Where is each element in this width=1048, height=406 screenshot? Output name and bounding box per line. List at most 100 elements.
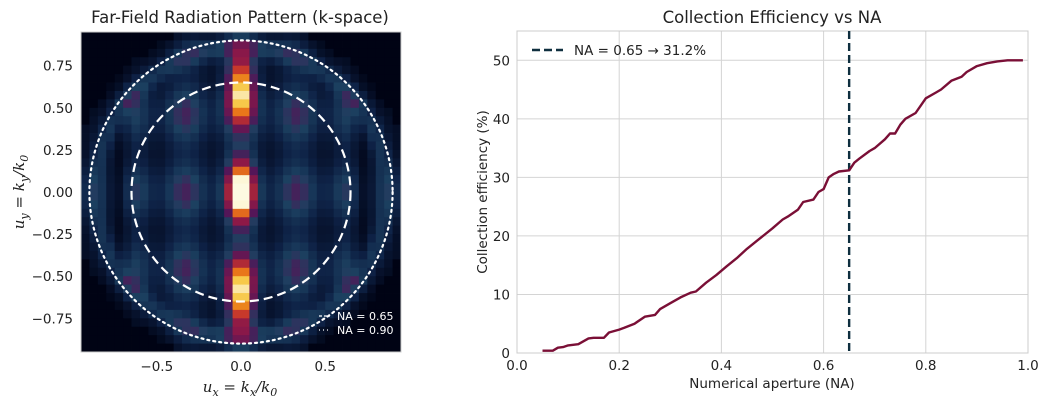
heatmap-cell bbox=[299, 65, 309, 75]
line-x-tick-label: 0.6 bbox=[813, 358, 834, 374]
heatmap-cell bbox=[198, 192, 208, 201]
heatmap-cell bbox=[106, 90, 116, 100]
heatmap-cell bbox=[89, 133, 99, 142]
heatmap-cell bbox=[215, 158, 225, 168]
legend-label-na090: NA = 0.90 bbox=[337, 324, 393, 337]
heatmap-cell bbox=[283, 293, 292, 302]
heatmap-cell bbox=[198, 166, 208, 176]
heatmap-cell bbox=[123, 225, 132, 235]
heatmap-cell bbox=[367, 90, 377, 100]
heatmap-cell bbox=[266, 217, 276, 227]
heatmap-cell bbox=[123, 217, 132, 227]
heatmap-cell bbox=[342, 149, 351, 159]
heatmap-cell bbox=[367, 234, 377, 243]
heatmap-cell bbox=[375, 124, 385, 134]
heatmap-cell bbox=[156, 225, 166, 235]
heatmap-cell bbox=[207, 48, 217, 58]
heatmap-cell bbox=[123, 32, 132, 41]
heatmap-cell bbox=[215, 276, 225, 286]
heatmap-cell bbox=[375, 250, 385, 260]
heatmap-cell bbox=[384, 124, 393, 134]
heatmap-cell bbox=[367, 192, 377, 201]
heatmap-cell bbox=[89, 32, 99, 41]
heatmap-cell bbox=[123, 133, 132, 142]
heatmap-cell bbox=[308, 250, 318, 260]
heatmap-cell bbox=[182, 267, 191, 277]
heatmap-cell bbox=[299, 90, 309, 100]
heatmap-cell bbox=[342, 166, 351, 176]
heatmap-cell bbox=[156, 208, 166, 218]
heatmap-cell bbox=[215, 208, 225, 218]
heatmap-cell bbox=[131, 99, 141, 109]
heatmap-cell bbox=[350, 217, 360, 227]
heatmap-cell bbox=[131, 158, 141, 168]
heatmap-cell bbox=[148, 326, 158, 336]
heatmap-cell bbox=[367, 326, 377, 336]
heatmap-cell bbox=[182, 141, 191, 151]
heatmap-cell bbox=[325, 225, 335, 235]
heatmap-cell bbox=[392, 309, 402, 319]
heatmap-cell bbox=[165, 301, 175, 311]
heatmap-cell bbox=[215, 335, 225, 344]
heatmap-cell bbox=[350, 242, 360, 252]
heatmap-cell bbox=[224, 116, 233, 126]
heatmap-cell bbox=[173, 208, 183, 218]
heatmap-cell bbox=[106, 48, 116, 58]
heatmap-cell bbox=[325, 318, 335, 328]
heatmap-cell bbox=[131, 40, 141, 50]
heatmap-cell bbox=[375, 208, 385, 218]
heatmap-y-tick-label: 0.75 bbox=[43, 59, 73, 75]
heatmap-cell bbox=[165, 242, 175, 252]
heatmap-cell bbox=[131, 335, 141, 344]
heatmap-cell bbox=[291, 276, 301, 286]
heatmap-cell bbox=[207, 40, 217, 50]
heatmap-cell bbox=[308, 309, 318, 319]
heatmap-cell bbox=[299, 141, 309, 151]
heatmap-cell bbox=[316, 133, 326, 142]
heatmap-cell bbox=[249, 166, 259, 176]
heatmap-cell bbox=[274, 276, 284, 286]
heatmap-cell bbox=[375, 149, 385, 159]
heatmap-cell bbox=[215, 74, 225, 83]
heatmap-cell bbox=[106, 217, 116, 227]
heatmap-cell bbox=[325, 250, 335, 260]
heatmap-cell bbox=[148, 267, 158, 277]
heatmap-cell bbox=[316, 141, 326, 151]
heatmap-cell bbox=[350, 57, 360, 67]
heatmap-cell bbox=[283, 90, 292, 100]
heatmap-cell bbox=[283, 284, 292, 294]
heatmap-cell bbox=[139, 335, 149, 344]
heatmap-cell bbox=[392, 158, 402, 168]
heatmap-cell bbox=[266, 133, 276, 142]
heatmap-cell bbox=[249, 65, 259, 75]
heatmap-cell bbox=[198, 326, 208, 336]
heatmap-cell bbox=[131, 250, 141, 260]
heatmap-cell bbox=[333, 133, 343, 142]
heatmap-cell bbox=[283, 276, 292, 286]
heatmap-cell bbox=[215, 217, 225, 227]
heatmap-cell bbox=[358, 200, 368, 210]
heatmap-cell bbox=[274, 267, 284, 277]
heatmap-cell bbox=[257, 192, 267, 201]
heatmap-cell bbox=[97, 90, 107, 100]
heatmap-cell bbox=[156, 309, 166, 319]
heatmap-cell bbox=[190, 74, 200, 83]
heatmap-cell bbox=[156, 124, 166, 134]
heatmap-cell bbox=[81, 335, 90, 344]
heatmap-cell bbox=[156, 65, 166, 75]
heatmap-cell bbox=[392, 107, 402, 117]
heatmap-cell bbox=[384, 318, 393, 328]
heatmap-cell bbox=[274, 343, 284, 353]
heatmap-cell bbox=[81, 200, 90, 210]
heatmap-cell bbox=[392, 65, 402, 75]
heatmap-cell bbox=[274, 116, 284, 126]
heatmap-cell bbox=[224, 242, 233, 252]
heatmap-cell bbox=[241, 175, 250, 184]
heatmap-cell bbox=[358, 250, 368, 260]
heatmap-cell bbox=[375, 99, 385, 109]
heatmap-cell bbox=[81, 40, 90, 50]
heatmap-cell bbox=[198, 133, 208, 142]
heatmap-cell bbox=[299, 74, 309, 83]
heatmap-cell bbox=[131, 116, 141, 126]
heatmap-cell bbox=[283, 267, 292, 277]
